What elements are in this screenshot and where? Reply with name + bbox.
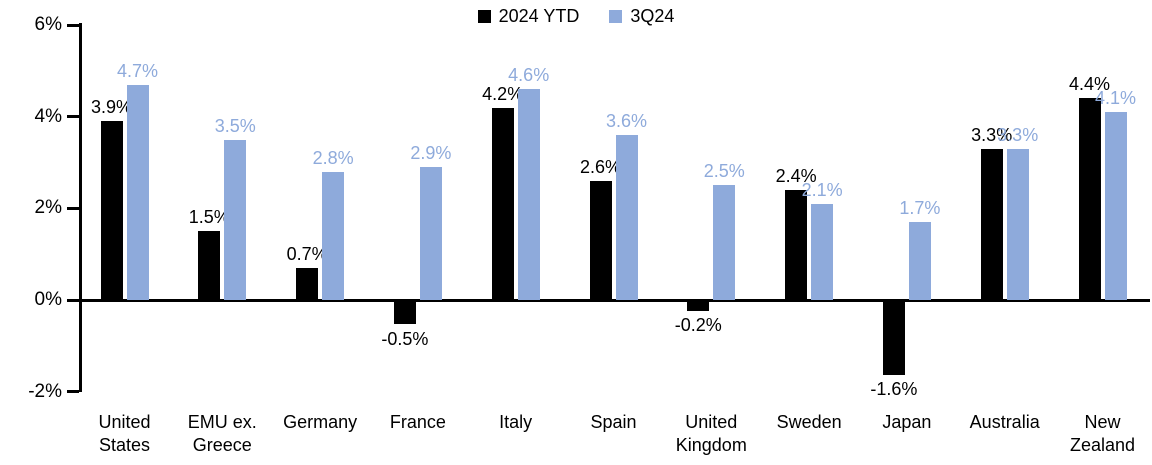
bar-2024-ytd [296, 267, 319, 300]
value-label: 3.6% [605, 111, 648, 131]
x-axis-category-label: United States [98, 412, 151, 455]
x-axis-category-label: Sweden [776, 412, 842, 432]
y-axis-tick [67, 206, 79, 210]
bar-3q24 [126, 84, 149, 300]
value-label: -1.6% [870, 379, 918, 400]
value-label: 1.7% [899, 198, 941, 219]
legend-label: 3Q24 [630, 6, 675, 26]
bar-2024-ytd [687, 301, 710, 311]
bar-3q24 [811, 203, 834, 300]
chart-legend: 2024 YTD 3Q24 [0, 6, 1152, 27]
x-axis-category-label: New Zealand [1069, 412, 1136, 455]
value-label: 4.4% [1068, 74, 1111, 95]
legend-item-3q24: 3Q24 [609, 6, 674, 27]
y-axis-tick [67, 115, 79, 119]
bar-3q24 [517, 89, 540, 300]
value-label: 2.1% [801, 179, 843, 200]
y-axis-tick-label: 6% [34, 14, 62, 36]
value-label: 3.5% [214, 115, 256, 136]
y-axis-tick-label: 2% [34, 197, 62, 219]
bar-3q24 [908, 222, 931, 300]
x-axis-category-label: Spain [590, 412, 637, 432]
value-label: 2.5% [703, 161, 745, 182]
value-label: 4.7% [116, 60, 159, 81]
zero-baseline [79, 298, 1150, 302]
x-axis-category-label: France [389, 412, 446, 432]
bar-3q24 [224, 139, 247, 300]
x-axis-category-label: EMU ex. Greece [187, 412, 257, 455]
value-label: 2.9% [410, 143, 452, 164]
bar-2024-ytd [100, 121, 123, 300]
bar-2024-ytd [980, 148, 1003, 300]
y-axis-tick-label: 4% [34, 105, 62, 127]
y-axis-tick [67, 298, 79, 302]
x-axis-category-label: Australia [969, 412, 1040, 432]
y-axis-line [79, 23, 82, 392]
value-label: 4.2% [482, 83, 524, 104]
bar-3q24 [1006, 148, 1029, 300]
value-label: 4.1% [1094, 88, 1137, 109]
bar-2024-ytd [1078, 98, 1101, 300]
legend-item-2024-ytd: 2024 YTD [477, 6, 580, 27]
value-label: 3.3% [997, 124, 1039, 145]
bar-3q24 [322, 171, 345, 300]
bar-2024-ytd [198, 231, 221, 300]
bar-2024-ytd [589, 180, 612, 300]
y-axis-tick-label: 0% [34, 289, 62, 310]
value-label: -0.2% [674, 315, 722, 336]
bar-3q24 [1104, 112, 1127, 300]
value-label: 4.6% [508, 65, 550, 86]
legend-swatch-icon [609, 10, 623, 23]
value-label: 1.5% [188, 207, 230, 228]
bar-3q24 [615, 135, 638, 300]
bar-2024-ytd [785, 190, 808, 300]
y-axis-tick [67, 23, 79, 27]
value-label: 2.4% [775, 166, 817, 186]
bar-3q24 [713, 185, 736, 300]
legend-label: 2024 YTD [498, 6, 580, 26]
x-axis-category-label: Japan [882, 412, 932, 432]
x-axis-category-label: Germany [283, 412, 358, 432]
value-label: 2.6% [579, 156, 622, 177]
x-axis-category-label: United Kingdom [675, 412, 747, 455]
value-label: 3.3% [971, 124, 1013, 145]
value-label: 2.8% [312, 147, 354, 168]
value-label: 3.9% [90, 97, 133, 118]
bar-2024-ytd [882, 301, 905, 375]
bar-3q24 [419, 167, 442, 300]
bar-2024-ytd [491, 107, 514, 300]
x-axis-category-label: Italy [499, 412, 533, 432]
legend-swatch-icon [477, 10, 491, 23]
y-axis-tick-label: -2% [28, 380, 62, 402]
value-label: 0.7% [286, 243, 328, 264]
y-axis-tick [67, 390, 79, 394]
bar-2024-ytd [393, 301, 416, 325]
value-label: -0.5% [381, 328, 429, 349]
